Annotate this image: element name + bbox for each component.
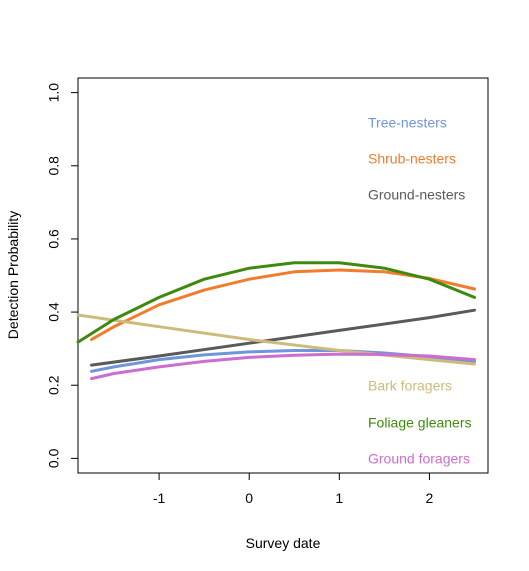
x-tick-label: -1	[153, 490, 166, 506]
legend-entry-shrub-nesters: Shrub-nesters	[368, 151, 456, 167]
legend-entry-tree-nesters: Tree-nesters	[368, 115, 447, 131]
y-tick-label: 0.4	[46, 302, 62, 322]
x-axis: -1 0 1 2	[153, 473, 434, 506]
y-tick-label: 0.8	[46, 156, 62, 176]
y-tick-label: 0.6	[46, 229, 62, 249]
series-layer	[76, 261, 476, 381]
x-tick-label: 2	[426, 490, 434, 506]
legend: Tree-nesters Shrub-nesters Ground-nesters B…	[368, 115, 472, 467]
y-tick-label: 0.0	[46, 448, 62, 468]
y-tick-label: 1.0	[46, 83, 62, 103]
series-line-foliage-gleaners	[76, 261, 476, 344]
x-tick-label: 1	[335, 490, 343, 506]
y-tick-label: 0.2	[46, 375, 62, 395]
x-axis-label: Survey date	[246, 535, 321, 551]
y-axis-label: Detection Probability	[5, 211, 21, 339]
series-line-ground-foragers	[90, 352, 476, 381]
series-line-bark-foragers	[76, 313, 476, 366]
legend-entry-foliage-gleaners: Foliage gleaners	[368, 415, 472, 431]
plot-frame	[77, 77, 489, 474]
legend-entry-ground-nesters: Ground-nesters	[368, 187, 465, 203]
legend-entry-bark-foragers: Bark foragers	[368, 378, 452, 394]
x-tick-label: 0	[245, 490, 253, 506]
y-axis: 0.0 0.2 0.4 0.6 0.8 1.0	[46, 83, 78, 468]
series-line-ground-nesters	[90, 308, 476, 367]
legend-entry-ground-foragers: Ground foragers	[368, 451, 470, 467]
series-line-shrub-nesters	[90, 268, 476, 341]
